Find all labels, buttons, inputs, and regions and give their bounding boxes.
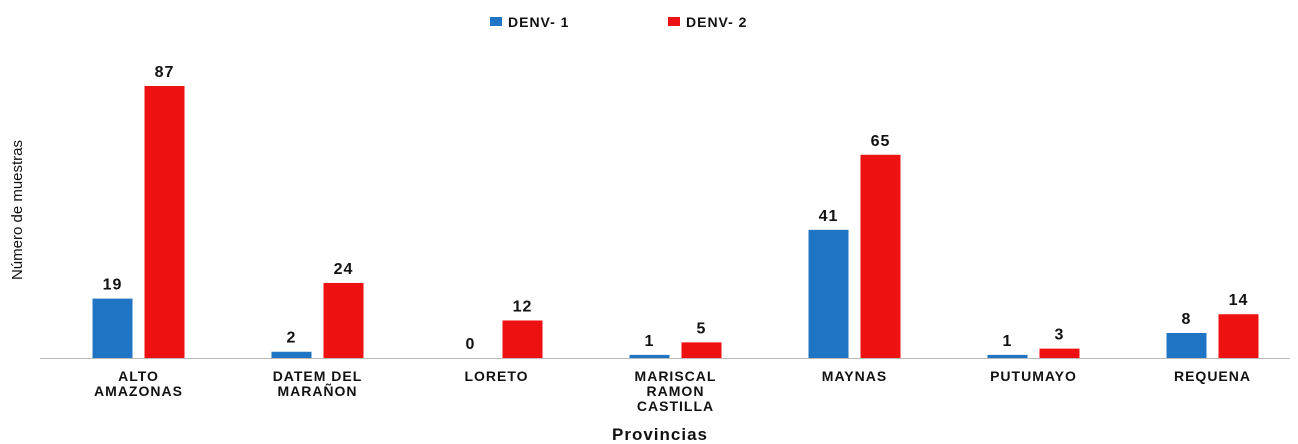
bar (144, 86, 185, 358)
bar (681, 342, 722, 358)
bar (629, 354, 670, 358)
data-label: 14 (1229, 292, 1249, 309)
bar (1039, 348, 1080, 358)
x-tick-label: ALTO AMAZONAS (94, 368, 183, 399)
legend-swatch (668, 17, 680, 26)
data-label: 0 (466, 336, 476, 353)
legend-label: DENV- 1 (508, 14, 569, 30)
data-label: 5 (697, 320, 707, 337)
data-label: 1 (645, 333, 655, 350)
x-tick-label: PUTUMAYO (990, 368, 1077, 384)
x-axis-label: Provincias (612, 425, 708, 444)
bar (271, 351, 312, 358)
data-label: 12 (513, 298, 533, 315)
data-label: 41 (819, 208, 839, 225)
x-tick-label: MAYNAS (821, 368, 888, 384)
x-tick-label: REQUENA (1173, 368, 1251, 384)
data-label: 65 (871, 133, 891, 150)
data-label: 8 (1182, 311, 1192, 328)
bar (1166, 332, 1207, 358)
bar (808, 229, 849, 358)
bar (92, 298, 133, 358)
x-tick-label: MARISCAL RAMON CASTILLA (634, 368, 717, 414)
data-label: 2 (287, 330, 297, 347)
legend-label: DENV- 2 (686, 14, 747, 30)
bar (860, 154, 901, 358)
legend-swatch (490, 17, 502, 26)
data-label: 87 (155, 64, 175, 81)
data-label: 1 (1003, 333, 1013, 350)
bar (502, 320, 543, 358)
data-label: 19 (103, 277, 123, 294)
bar (1218, 314, 1259, 358)
bar (323, 282, 364, 358)
bar (987, 354, 1028, 358)
y-axis-label: Número de muestras (9, 140, 26, 280)
data-label: 24 (334, 261, 354, 278)
data-label: 3 (1055, 327, 1065, 344)
x-tick-label: DATEM DEL MARAÑON (272, 368, 363, 399)
x-tick-label: LORETO (464, 368, 529, 384)
